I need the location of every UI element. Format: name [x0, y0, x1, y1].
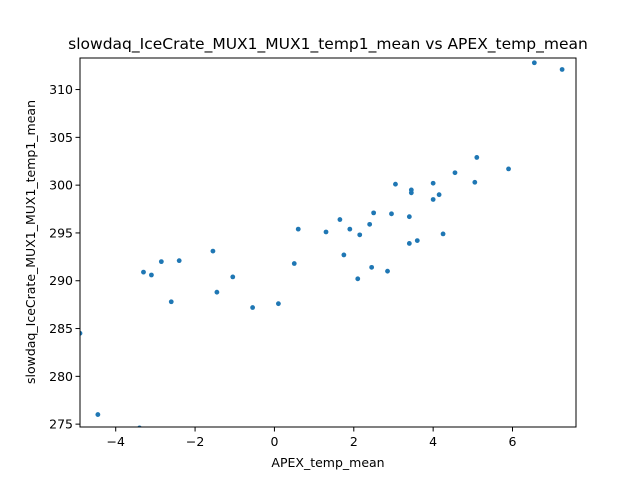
data-point-11 — [250, 305, 256, 310]
data-point-40 — [531, 60, 537, 66]
data-point-8 — [210, 248, 216, 254]
data-point-24 — [385, 268, 390, 274]
data-point-34 — [436, 192, 442, 198]
data-point-9 — [214, 289, 220, 295]
x-tick-label: 4 — [429, 434, 437, 449]
data-point-19 — [355, 276, 361, 282]
y-axis: 275 280 285 290 295 300 305 310 — [49, 82, 80, 432]
data-point-36 — [452, 170, 458, 176]
x-tick-label: −2 — [186, 434, 204, 449]
data-point-35 — [440, 231, 446, 237]
data-point-38 — [474, 155, 480, 160]
data-points — [80, 60, 565, 427]
data-point-0 — [80, 330, 83, 336]
data-point-14 — [295, 226, 301, 232]
x-tick-label: 0 — [270, 434, 278, 449]
data-point-17 — [341, 252, 347, 258]
x-tick-label: 6 — [509, 434, 517, 449]
y-tick-label: 305 — [49, 130, 73, 145]
y-tick-label: 285 — [49, 321, 73, 336]
x-axis-label: APEX_temp_mean — [271, 455, 384, 470]
data-point-33 — [430, 180, 436, 186]
data-point-39 — [506, 166, 511, 172]
data-point-15 — [323, 229, 329, 235]
data-point-26 — [393, 181, 398, 187]
data-point-37 — [472, 179, 478, 185]
data-point-20 — [357, 232, 363, 238]
data-point-27 — [406, 214, 412, 220]
data-point-16 — [337, 217, 343, 222]
data-point-7 — [176, 258, 182, 264]
y-tick-label: 310 — [49, 82, 73, 97]
y-tick-label: 300 — [49, 178, 73, 193]
data-point-25 — [389, 211, 394, 217]
data-point-4 — [149, 272, 154, 278]
data-point-6 — [168, 299, 174, 305]
data-point-22 — [369, 264, 375, 270]
y-tick-label: 295 — [49, 225, 73, 240]
data-point-31 — [414, 238, 420, 243]
data-point-2 — [137, 425, 142, 427]
data-point-21 — [367, 221, 373, 227]
data-point-1 — [95, 412, 101, 417]
data-point-32 — [430, 197, 436, 202]
x-tick-label: 2 — [350, 434, 358, 449]
y-tick-label: 290 — [49, 273, 73, 288]
y-tick-label: 275 — [49, 417, 73, 432]
data-point-13 — [291, 261, 297, 266]
data-point-12 — [276, 301, 281, 307]
y-tick-label: 280 — [49, 369, 73, 384]
data-point-23 — [371, 210, 377, 216]
x-axis: −4 −2 0 2 4 6 — [106, 427, 517, 449]
y-axis-label: slowdaq_IceCrate_MUX1_MUX1_temp1_mean — [23, 100, 38, 384]
plot-area — [79, 57, 577, 428]
data-point-28 — [406, 241, 412, 246]
x-tick-label: −4 — [106, 434, 124, 449]
data-point-30 — [408, 187, 414, 193]
data-point-18 — [347, 226, 353, 232]
data-point-10 — [230, 274, 236, 280]
data-point-41 — [559, 67, 565, 72]
data-point-3 — [141, 269, 146, 275]
data-point-5 — [158, 259, 164, 265]
chart-title: slowdaq_IceCrate_MUX1_MUX1_temp1_mean vs… — [68, 35, 588, 54]
plot-frame — [79, 57, 577, 428]
